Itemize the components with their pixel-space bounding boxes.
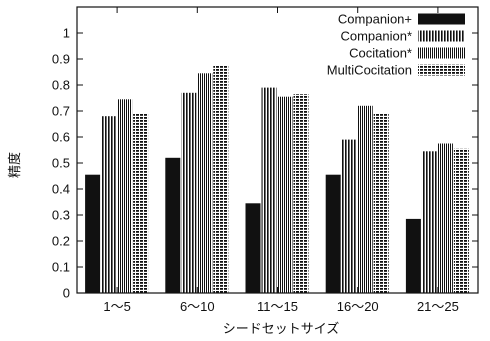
bar-4-2 [213, 65, 229, 293]
y-tick-label: 0 [63, 286, 70, 301]
legend-swatch-2 [418, 30, 465, 42]
legend-label-3: Cocitation* [349, 46, 412, 61]
y-tick-label: 0.2 [52, 234, 70, 249]
x-tick-label: 16〜20 [337, 299, 379, 314]
bar-2-1 [101, 116, 117, 293]
bar-4-4 [373, 113, 389, 293]
bar-2-2 [181, 92, 197, 293]
x-tick-label: 1〜5 [103, 299, 130, 314]
bar-2-5 [421, 151, 437, 293]
bar-1-3 [245, 203, 261, 293]
x-tick-label: 11〜15 [257, 299, 298, 314]
y-tick-label: 0.6 [52, 130, 70, 145]
bar-3-4 [357, 105, 373, 293]
bar-1-5 [405, 218, 421, 293]
y-tick-label: 0.4 [52, 182, 70, 197]
y-tick-label: 0.1 [52, 260, 70, 275]
bar-3-1 [117, 99, 133, 293]
x-axis-title: シードセットサイズ [223, 321, 340, 337]
bar-3-5 [437, 143, 453, 293]
legend: Companion+ Companion* Cocitation* MultiCoci… [327, 12, 465, 78]
legend-label-2: Companion* [340, 29, 412, 44]
legend-swatch-4 [418, 64, 465, 76]
bar-4-1 [133, 113, 149, 293]
bar-4-5 [453, 148, 469, 293]
bar-2-4 [341, 139, 357, 293]
bar-3-3 [277, 96, 293, 293]
y-axis-title: 精度 [7, 152, 23, 178]
y-tick-label: 0.5 [52, 156, 70, 171]
y-tick-label: 0.9 [52, 52, 70, 67]
x-tick-label: 6〜10 [180, 299, 215, 314]
legend-swatch-1 [418, 13, 465, 25]
legend-label-4: MultiCocitation [327, 63, 412, 78]
y-tick-label: 0.7 [52, 104, 70, 119]
bar-3-2 [197, 73, 213, 293]
y-tick-label: 0.8 [52, 78, 70, 93]
axes: 0 0.1 0.2 0.3 0.4 0.5 0.6 0.7 0.8 0.9 1 1〜5 6〜10 11〜1… [52, 6, 479, 314]
bar-4-3 [293, 94, 309, 293]
bar-1-4 [325, 174, 341, 293]
bar-1-2 [165, 157, 181, 293]
legend-label-1: Companion+ [338, 12, 412, 27]
bar-1-1 [85, 174, 101, 293]
legend-swatch-3 [418, 47, 465, 59]
y-tick-label: 1 [63, 26, 70, 41]
x-tick-label: 21〜25 [417, 299, 459, 314]
bar-2-3 [261, 87, 277, 293]
y-tick-label: 0.3 [52, 208, 70, 223]
plot-area [85, 65, 469, 293]
